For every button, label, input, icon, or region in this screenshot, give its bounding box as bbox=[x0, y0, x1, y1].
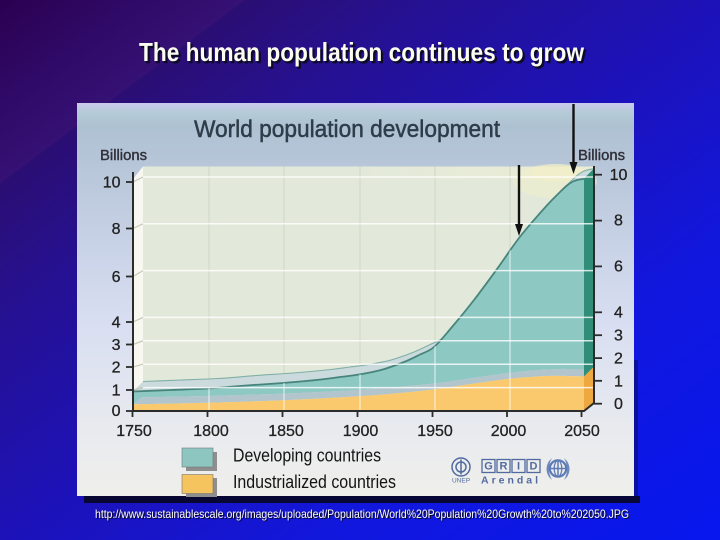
svg-text:3: 3 bbox=[614, 328, 623, 345]
svg-text:1750: 1750 bbox=[116, 423, 152, 440]
svg-text:2000: 2000 bbox=[491, 423, 527, 440]
svg-text:1850: 1850 bbox=[268, 423, 304, 440]
svg-text:I: I bbox=[517, 461, 520, 473]
svg-text:2: 2 bbox=[112, 360, 121, 377]
svg-text:The human population continues: The human population continues to grow bbox=[139, 37, 585, 67]
svg-text:6: 6 bbox=[614, 259, 623, 276]
svg-text:Billions: Billions bbox=[100, 148, 147, 164]
svg-text:0: 0 bbox=[614, 396, 623, 413]
svg-text:http://www.sustainablescale.or: http://www.sustainablescale.org/images/u… bbox=[96, 508, 630, 522]
svg-text:UNEP: UNEP bbox=[452, 478, 470, 485]
svg-text:R: R bbox=[500, 461, 508, 473]
svg-text:8: 8 bbox=[614, 213, 623, 230]
svg-text:8: 8 bbox=[112, 221, 121, 238]
svg-text:1800: 1800 bbox=[193, 423, 229, 440]
svg-text:1900: 1900 bbox=[343, 423, 379, 440]
svg-text:6: 6 bbox=[112, 269, 121, 286]
svg-text:G: G bbox=[484, 461, 493, 473]
svg-text:Billions: Billions bbox=[578, 148, 625, 164]
svg-text:Developing countries: Developing countries bbox=[233, 446, 381, 466]
svg-text:1950: 1950 bbox=[417, 423, 453, 440]
svg-text:4: 4 bbox=[614, 305, 623, 322]
svg-text:2: 2 bbox=[614, 351, 623, 368]
svg-text:1: 1 bbox=[112, 383, 121, 400]
svg-text:10: 10 bbox=[103, 175, 121, 192]
svg-text:D: D bbox=[530, 461, 538, 473]
svg-text:10: 10 bbox=[610, 167, 628, 184]
svg-text:World population development: World population development bbox=[194, 116, 500, 143]
svg-text:Industrialized countries: Industrialized countries bbox=[233, 472, 396, 492]
svg-text:3: 3 bbox=[112, 337, 121, 354]
svg-text:The human population continues: The human population continues to grow bbox=[141, 39, 587, 69]
svg-text:1: 1 bbox=[614, 373, 623, 390]
svg-text:http://www.sustainablescale.or: http://www.sustainablescale.org/images/u… bbox=[95, 507, 629, 521]
svg-text:0: 0 bbox=[112, 403, 121, 420]
svg-text:2050: 2050 bbox=[564, 423, 600, 440]
svg-text:4: 4 bbox=[112, 315, 121, 332]
